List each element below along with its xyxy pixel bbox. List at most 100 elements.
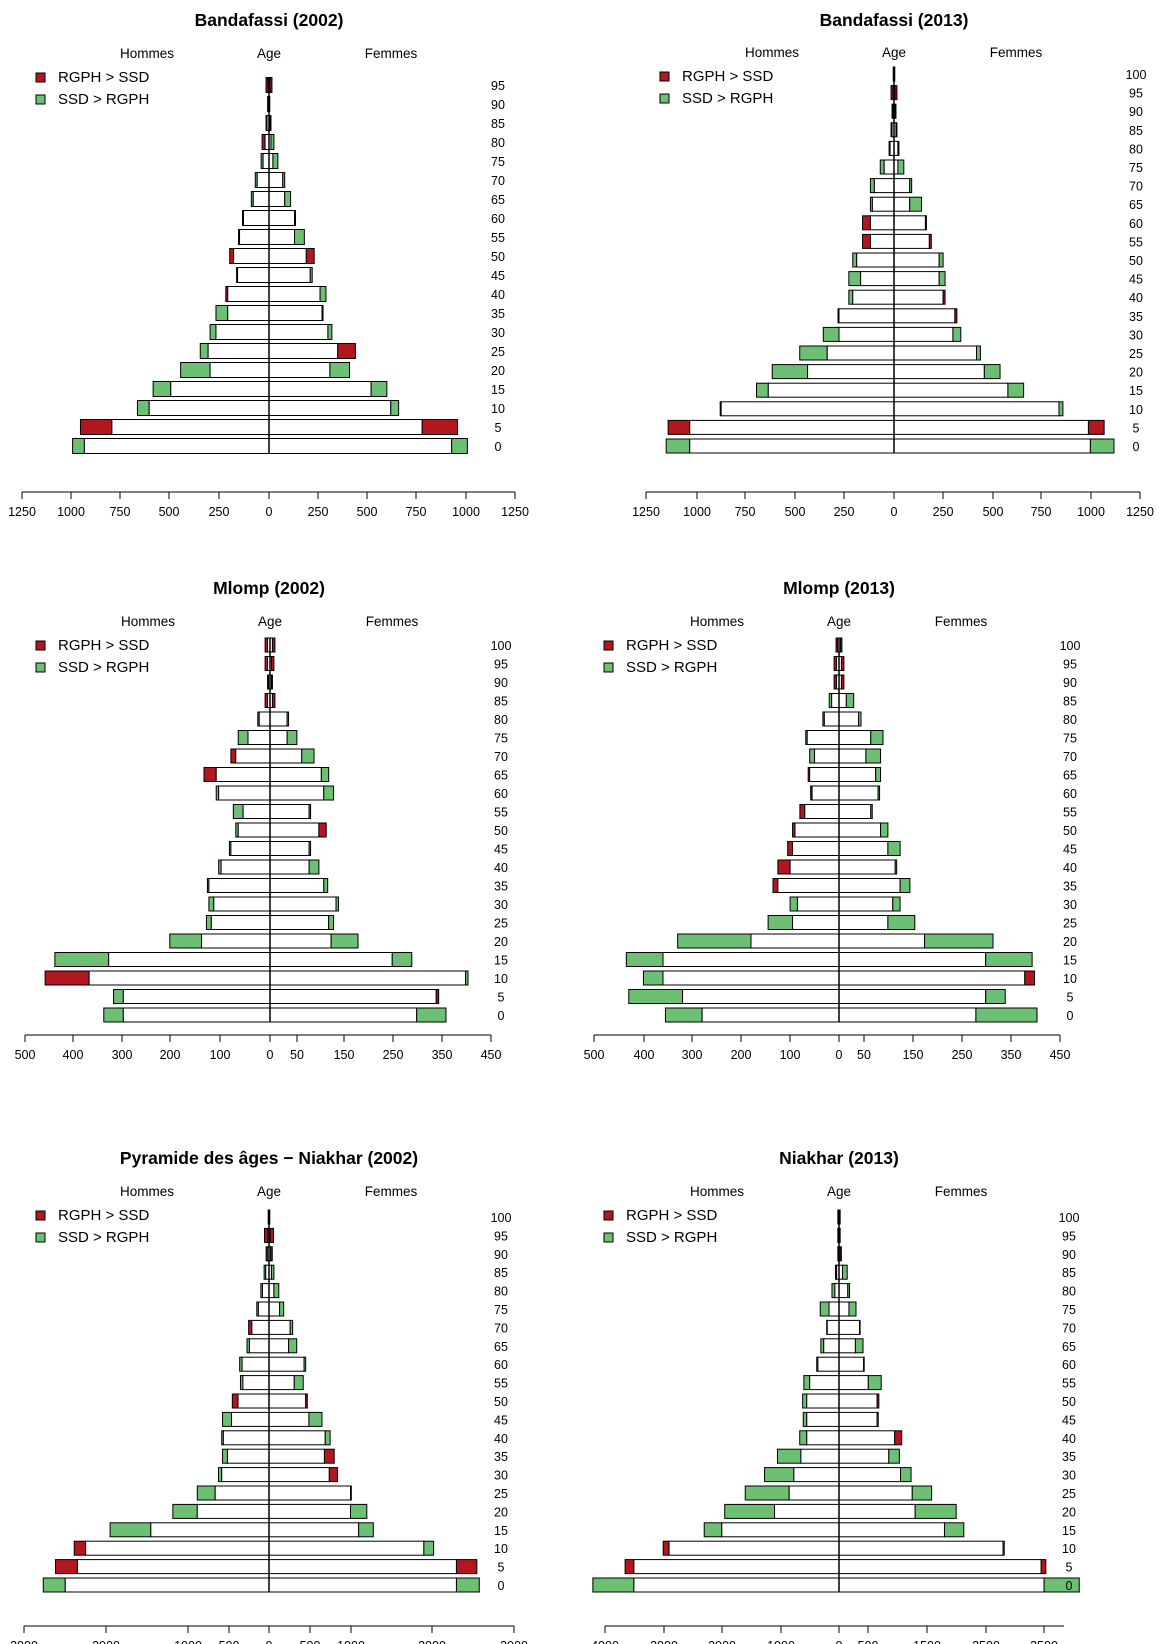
age-label: 75 [491,155,505,169]
bar-women-excess [328,1467,338,1483]
age-label: 75 [494,1303,508,1317]
bar-women-common [268,286,321,302]
age-label: 55 [494,1377,508,1391]
bar-men-common [828,1301,840,1317]
bar-women-common [893,289,944,305]
x-tick-label: 200 [731,1048,752,1062]
bar-men-common [242,1375,270,1391]
bar-men-excess [229,248,235,264]
bar-men-excess [180,362,211,378]
age-label: 30 [1063,898,1077,912]
age-label: 40 [1062,1432,1076,1446]
x-tick-label: 3500 [1030,1639,1058,1644]
x-tick-label: 400 [63,1048,84,1062]
bar-women-common [838,915,889,930]
bar-women-excess [270,656,275,671]
age-label: 20 [494,1505,508,1519]
bar-women-excess [1040,1559,1047,1575]
age-label: 100 [491,1211,512,1225]
x-tick-label: 150 [903,1048,924,1062]
bar-women-common [838,730,872,745]
bar-men-common [233,248,270,264]
bar-men-excess [799,804,806,819]
x-tick-label: 0 [266,1639,273,1644]
bar-women-excess [269,1227,274,1243]
x-tick-label: 400 [634,1048,655,1062]
bar-women-excess [451,438,468,454]
bar-men-common [108,952,271,967]
bar-women-excess [308,859,320,875]
bar-men-excess [72,438,85,454]
age-label: 70 [1063,750,1077,764]
age-label: 65 [491,193,505,207]
bar-women-excess [335,896,339,912]
bar-men-common [220,859,271,875]
bar-men-excess [54,952,110,967]
bar-men-common [883,159,895,175]
bar-men-common [826,1319,840,1335]
bar-men-excess [230,748,237,764]
bar-women-excess [330,933,359,949]
bar-women-excess [323,785,335,801]
bar-women-excess [943,1522,965,1538]
bar-men-common [231,1411,270,1427]
bar-men-excess [862,215,871,231]
bar-women-common [268,343,339,359]
bar-men-common [209,362,270,378]
age-label: 85 [1062,1266,1076,1280]
bar-women-excess [272,153,279,169]
age-label: 25 [494,917,508,931]
bar-women-common [893,438,1091,454]
age-label: 95 [1129,87,1143,101]
age-label: 70 [1062,1321,1076,1335]
x-tick-label: 1000 [174,1639,202,1644]
age-label: 30 [491,326,505,340]
chart-title: Mlomp (2002) [213,578,325,598]
x-tick-label: 1000 [1077,505,1105,519]
bar-men-common [789,859,840,875]
bar-women-excess [435,989,440,1004]
header-age: Age [882,45,906,60]
bar-men-common [633,1577,840,1593]
bar-men-excess [199,343,209,359]
age-label: 55 [494,806,508,820]
bar-women-common [269,748,303,764]
x-tick-label: 500 [357,505,378,519]
age-label: 70 [491,174,505,188]
pyramid-panel-2: Bandafassi (2013) Hommes Age Femmes RGPH > S… [632,10,1154,519]
bar-men-common [111,419,270,435]
x-tick-label: 500 [858,1639,879,1644]
age-label: 95 [1062,1229,1076,1243]
bar-women-common [838,1430,896,1446]
age-label: 80 [1063,713,1077,727]
bar-women-excess [320,767,330,782]
header-age: Age [827,1184,851,1199]
age-label: 50 [1062,1395,1076,1409]
bar-women-excess [942,289,946,305]
age-label: 0 [498,1579,505,1593]
bar-men-common [210,915,271,930]
bar-women-excess [840,656,845,671]
bar-men-common [682,989,840,1004]
x-tick-label: 150 [334,1048,355,1062]
bar-women-common [268,1338,290,1354]
bar-women-excess [337,343,356,359]
bar-women-excess [909,196,922,212]
bar-men-common [76,1559,270,1575]
legend-swatch [35,94,46,105]
legend-swatch [659,93,670,104]
age-label: 50 [1129,254,1143,268]
bar-men-common [720,401,895,417]
bar-women-common [838,1375,869,1391]
bar-men-common [241,1356,270,1372]
age-label: 60 [491,212,505,226]
bar-women-excess [952,326,962,342]
bar-men-excess [169,933,203,949]
bar-men-common [869,215,895,231]
bar-women-common [893,271,940,287]
bar-men-excess [848,289,854,305]
bar-women-excess [358,1522,374,1538]
x-tick-label: 1000 [57,505,85,519]
bar-women-common [893,233,930,249]
bar-women-excess [876,1393,880,1409]
